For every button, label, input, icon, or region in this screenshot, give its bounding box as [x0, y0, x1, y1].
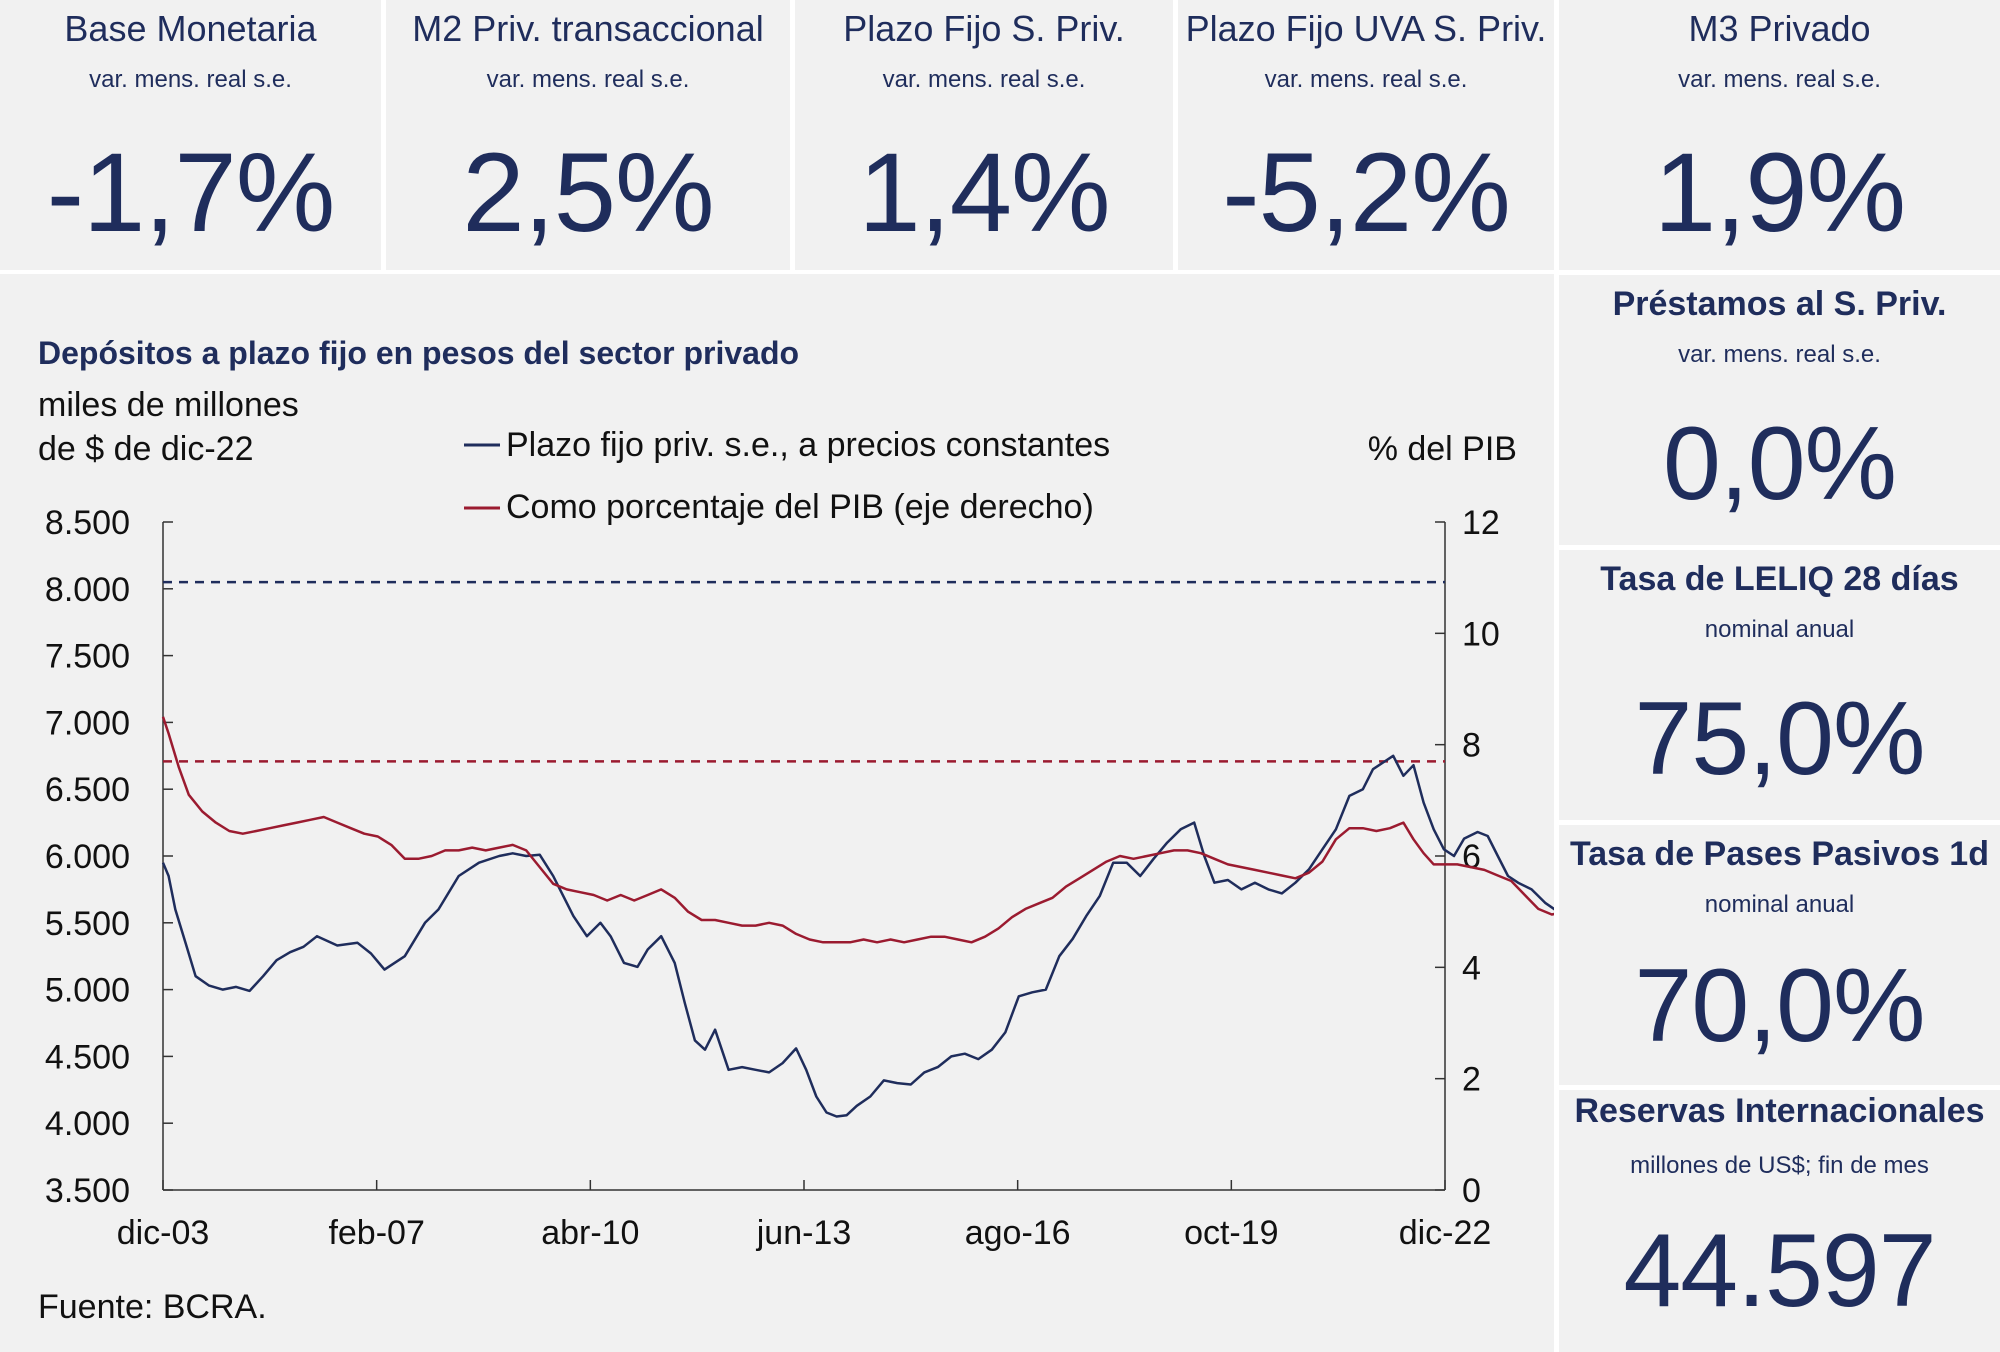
- y-axis-label-right: % del PIB: [1368, 430, 1517, 468]
- tile-pases-pasivos: Tasa de Pases Pasivos 1d nominal anual 7…: [1559, 825, 2000, 1085]
- y-tick-label-right: 6: [1462, 838, 1481, 876]
- y-tick-label-left: 7.000: [45, 704, 130, 742]
- y-tick-label-left: 3.500: [45, 1172, 130, 1210]
- y-tick-label-left: 4.500: [45, 1038, 130, 1076]
- tile-subtitle: var. mens. real s.e.: [1264, 66, 1468, 93]
- series-group: [161, 580, 1554, 1118]
- tile-reservas: Reservas Internacionales millones de US$…: [1559, 1090, 2000, 1352]
- y-tick-label-left: 6.000: [45, 838, 130, 876]
- chart-title: Depósitos a plazo fijo en pesos del sect…: [38, 335, 799, 371]
- tile-value: 2,5%: [462, 130, 714, 255]
- tile-title: M3 Privado: [1688, 8, 1871, 49]
- tile-title: Plazo Fijo S. Priv.: [843, 8, 1125, 49]
- tile-value: -5,2%: [1222, 130, 1511, 255]
- tile-value: 1,4%: [858, 130, 1110, 255]
- legend-label-pib: Como porcentaje del PIB (eje derecho): [506, 488, 1094, 526]
- tile-subtitle: var. mens. real s.e.: [89, 66, 292, 93]
- axes-group: 8.500 8.000 7.500 7.000 6.500 6.000 5.500 5.000…: [45, 504, 1500, 1252]
- y-tick-label-right: 4: [1462, 949, 1481, 987]
- tile-subtitle: var. mens. real s.e.: [882, 66, 1086, 93]
- tile-subtitle: nominal anual: [1704, 616, 1855, 643]
- y-tick-label-right: 12: [1462, 504, 1500, 542]
- legend-label-plazo-fijo: Plazo fijo priv. s.e., a precios constan…: [506, 426, 1110, 464]
- y-tick-label-left: 5.000: [45, 972, 130, 1010]
- tile-title: Reservas Internacionales: [1574, 1092, 1985, 1130]
- series-line-pib: [161, 716, 1554, 944]
- y-axis-label-left-line1: miles de millones: [38, 386, 299, 424]
- y-axis-label-left-line2: de $ de dic-22: [38, 430, 254, 468]
- tile-title: Préstamos al S. Priv.: [1612, 285, 1947, 323]
- tile-leliq: Tasa de LELIQ 28 días nominal anual 75,0…: [1559, 550, 2000, 820]
- y-tick-label-left: 8.000: [45, 571, 130, 609]
- chart-svg: Depósitos a plazo fijo en pesos del sect…: [38, 335, 1554, 1326]
- tile-prestamos: Préstamos al S. Priv. var. mens. real s.…: [1559, 275, 2000, 545]
- y-tick-label-left: 7.500: [45, 638, 130, 676]
- tile-plazo-fijo: Plazo Fijo S. Priv. var. mens. real s.e.…: [795, 0, 1173, 270]
- tile-value: 70,0%: [1634, 948, 1926, 1064]
- y-tick-label-right: 0: [1462, 1172, 1481, 1210]
- tile-title: Tasa de LELIQ 28 días: [1600, 560, 1959, 598]
- x-tick-label: feb-07: [328, 1214, 424, 1252]
- tile-base-monetaria: Base Monetaria var. mens. real s.e. -1,7…: [0, 0, 381, 270]
- tile-plazo-fijo-uva: Plazo Fijo UVA S. Priv. var. mens. real …: [1178, 0, 1554, 270]
- chart-panel: Depósitos a plazo fijo en pesos del sect…: [0, 274, 1554, 1352]
- tile-subtitle: var. mens. real s.e.: [486, 66, 690, 93]
- tile-value: 0,0%: [1662, 406, 1897, 522]
- y-tick-label-right: 10: [1462, 615, 1500, 653]
- tile-value: -1,7%: [46, 130, 336, 255]
- x-tick-label: jun-13: [756, 1214, 852, 1252]
- chart-source: Fuente: BCRA.: [38, 1288, 267, 1326]
- tile-value: 75,0%: [1634, 681, 1926, 797]
- tile-subtitle: var. mens. real s.e.: [1678, 341, 1881, 368]
- tile-value: 44.597: [1623, 1213, 1936, 1329]
- tile-title: M2 Priv. transaccional: [412, 8, 764, 49]
- tile-m3-privado: M3 Privado var. mens. real s.e. 1,9%: [1559, 0, 2000, 270]
- tile-title: Base Monetaria: [64, 8, 317, 49]
- tile-title: Tasa de Pases Pasivos 1d: [1570, 835, 1989, 873]
- y-tick-label-left: 4.000: [45, 1105, 130, 1143]
- x-tick-label: dic-22: [1399, 1214, 1492, 1252]
- tile-subtitle: millones de US$; fin de mes: [1630, 1152, 1929, 1179]
- tile-subtitle: nominal anual: [1704, 891, 1855, 918]
- x-tick-label: oct-19: [1184, 1214, 1279, 1252]
- tile-title: Plazo Fijo UVA S. Priv.: [1185, 8, 1547, 49]
- y-tick-label-left: 6.500: [45, 771, 130, 809]
- x-tick-label: abr-10: [541, 1214, 639, 1252]
- x-tick-label: dic-03: [117, 1214, 210, 1252]
- y-tick-label-right: 8: [1462, 727, 1481, 765]
- y-tick-label-left: 5.500: [45, 905, 130, 943]
- x-tick-label: ago-16: [965, 1214, 1071, 1252]
- tile-subtitle: var. mens. real s.e.: [1678, 66, 1881, 93]
- tile-value: 1,9%: [1653, 130, 1906, 255]
- y-tick-label-left: 8.500: [45, 504, 130, 542]
- tile-m2-priv: M2 Priv. transaccional var. mens. real s…: [386, 0, 790, 270]
- series-line-plazo-fijo: [161, 754, 1554, 1118]
- y-tick-label-right: 2: [1462, 1061, 1481, 1099]
